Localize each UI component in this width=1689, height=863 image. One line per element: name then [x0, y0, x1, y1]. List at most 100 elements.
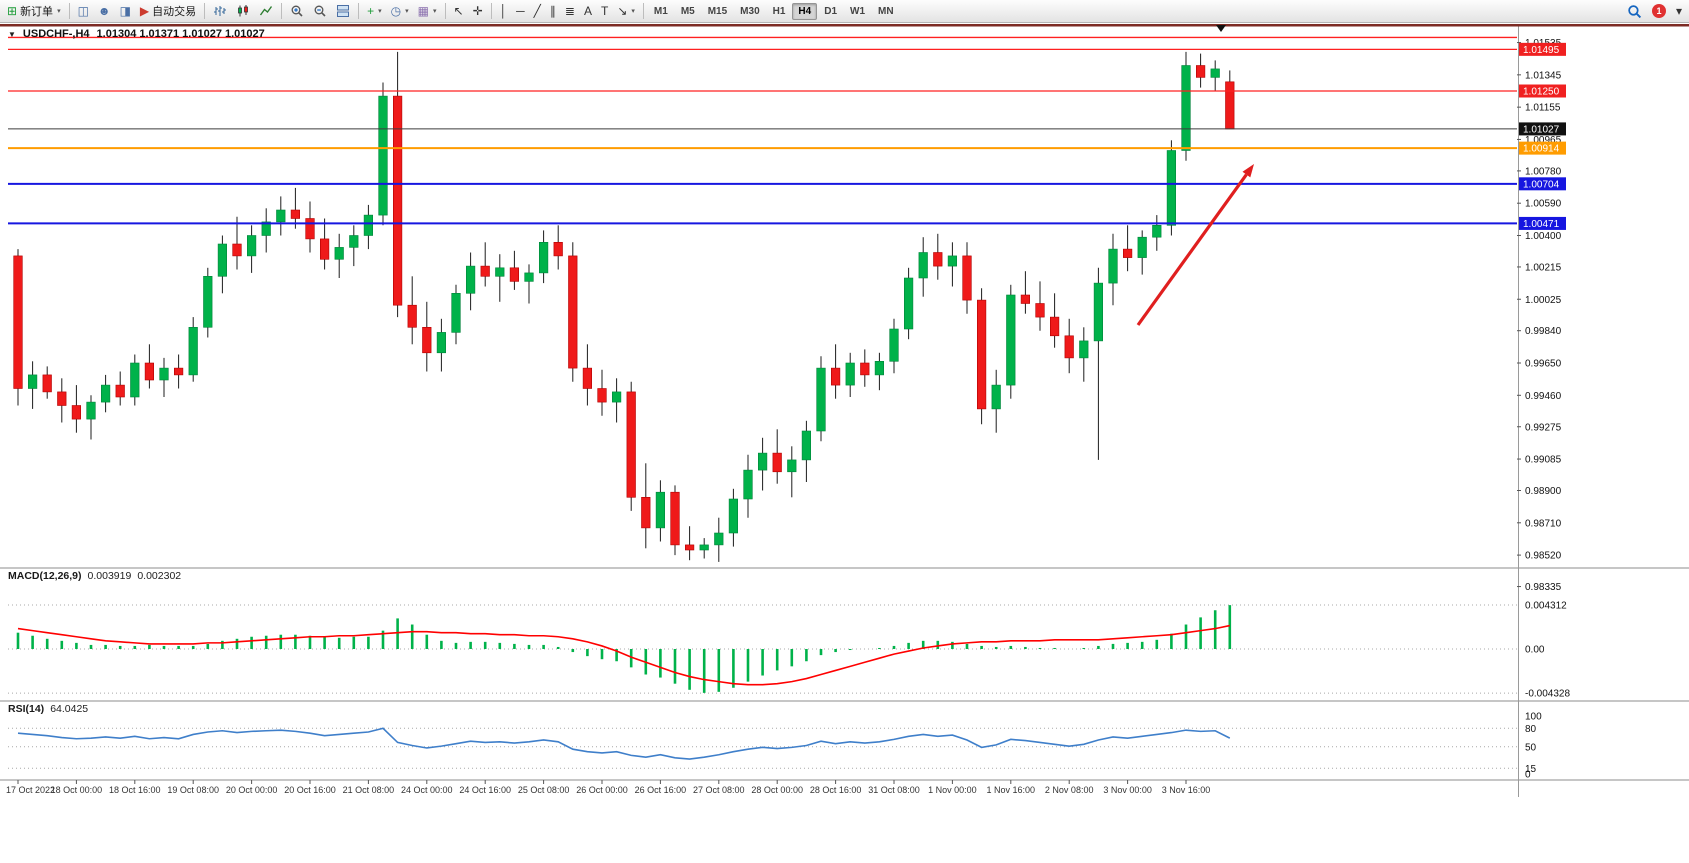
- search-button[interactable]: [1623, 3, 1646, 20]
- time-label: 19 Oct 08:00: [167, 785, 219, 795]
- trend-arrow-line[interactable]: [1136, 173, 1248, 326]
- candle-body-up: [436, 332, 447, 354]
- indicators-button[interactable]: + ▾: [363, 3, 386, 20]
- bars-icon: [214, 6, 227, 16]
- tile-windows-icon: [337, 5, 350, 17]
- crosshair-icon: ✛: [472, 4, 483, 18]
- candle-body-up: [524, 272, 534, 282]
- rsi-level-label: 100: [1525, 712, 1542, 723]
- candle-body-up: [86, 401, 96, 420]
- autotrading-button[interactable]: ▶ 自动交易: [136, 3, 200, 20]
- time-label: 20 Oct 00:00: [226, 785, 278, 795]
- trend-arrow-head[interactable]: [1242, 164, 1254, 178]
- arrows-button[interactable]: ↘ ▾: [613, 3, 639, 20]
- fibonacci-button[interactable]: ≣: [561, 3, 579, 20]
- trend-arrow[interactable]: [1136, 164, 1254, 326]
- toolbar-overflow-button[interactable]: ▾: [1672, 3, 1686, 20]
- text-label-icon: T: [600, 4, 609, 18]
- toolbar-separator: [642, 3, 644, 19]
- periods-button[interactable]: ◷ ▾: [387, 3, 413, 20]
- horizontal-line-icon: ─: [516, 4, 525, 18]
- chart-ohlc-values: 1.01304 1.01371 1.01027 1.01027: [96, 28, 265, 40]
- tf-h4-button[interactable]: H4: [792, 2, 818, 20]
- macd-level-label: 0.00: [1525, 645, 1545, 656]
- tf-h1-button[interactable]: H1: [772, 5, 786, 17]
- data-window-icon: ☻: [97, 4, 111, 18]
- tf-m30-button[interactable]: M30: [740, 5, 760, 17]
- zoom-out-button[interactable]: [309, 3, 331, 20]
- candle-body-down: [962, 255, 972, 301]
- candle-body-down: [319, 238, 330, 260]
- time-label: 31 Oct 08:00: [868, 785, 920, 795]
- candle-body-down: [232, 243, 242, 257]
- data-window-button[interactable]: ☻: [94, 3, 115, 20]
- cursor-button[interactable]: ↖: [450, 3, 468, 20]
- time-label: 20 Oct 16:00: [284, 785, 336, 795]
- candle-body-up: [188, 326, 198, 376]
- price-badge: [1519, 84, 1566, 98]
- candle-body-up: [991, 384, 1001, 410]
- chart-header: ▼ USDCHF-,H4 1.01304 1.01371 1.01027 1.0…: [8, 28, 265, 40]
- tf-m5-button[interactable]: M5: [680, 5, 695, 17]
- candlestick-chart-button[interactable]: [232, 3, 254, 20]
- candle-body-down: [144, 362, 155, 381]
- tile-windows-button[interactable]: [332, 3, 354, 20]
- equidistant-channel-button[interactable]: ∥: [546, 3, 560, 20]
- tf-mn-button[interactable]: MN: [878, 5, 894, 17]
- price-tick-label: 0.99275: [1525, 422, 1562, 433]
- candle-body-up: [130, 362, 140, 398]
- text-button[interactable]: A: [580, 3, 596, 20]
- price-badge: [1519, 177, 1566, 191]
- bar-chart-button[interactable]: [209, 3, 231, 20]
- price-badge-label: 1.00914: [1523, 144, 1560, 155]
- candle-body-up: [1108, 248, 1118, 284]
- price-tick-label: 1.01155: [1525, 103, 1561, 114]
- candle-body-down: [1035, 303, 1045, 318]
- price-tick-label: 0.98710: [1525, 518, 1562, 529]
- vertical-line-button[interactable]: │: [496, 3, 512, 20]
- candle-body-up: [816, 367, 826, 432]
- tf-d1-button[interactable]: D1: [824, 5, 838, 17]
- price-tick-label: 1.00965: [1525, 135, 1562, 146]
- chart-collapse-icon[interactable]: ▼: [8, 29, 16, 39]
- candle-body-down: [670, 491, 680, 546]
- candle-body-up: [1137, 236, 1147, 258]
- candle-body-up: [1152, 225, 1162, 238]
- trendline-button[interactable]: ╱: [530, 3, 545, 20]
- price-tick-label: 1.00215: [1525, 262, 1562, 273]
- templates-button[interactable]: ▦ ▾: [414, 3, 441, 20]
- time-label: 18 Oct 00:00: [51, 785, 103, 795]
- candle-body-down: [933, 252, 943, 267]
- price-badge-label: 1.00471: [1523, 219, 1560, 230]
- candle-body-up: [1166, 150, 1176, 226]
- line-chart-button[interactable]: [255, 3, 277, 20]
- new-order-button[interactable]: ⊞ 新订单 ▾: [3, 3, 65, 20]
- candle-body-down: [553, 242, 563, 257]
- candle-body-down: [1064, 335, 1074, 359]
- notification-badge[interactable]: 1: [1651, 4, 1666, 18]
- candle-body-up: [247, 235, 257, 257]
- horizontal-line-button[interactable]: ─: [512, 3, 529, 20]
- down-triangle-marker[interactable]: [1216, 25, 1226, 32]
- text-label-button[interactable]: T: [597, 3, 612, 20]
- rsi-label: RSI(14) 64.0425: [8, 703, 88, 715]
- time-label: 27 Oct 08:00: [693, 785, 745, 795]
- tf-m15-button[interactable]: M15: [707, 5, 728, 17]
- time-label: 26 Oct 00:00: [576, 785, 628, 795]
- candle-body-up: [845, 362, 855, 386]
- tf-w1-button[interactable]: W1: [850, 5, 866, 17]
- periods-icon: ◷: [390, 4, 402, 18]
- candle-body-up: [611, 391, 622, 403]
- macd-main-value: 0.003919: [87, 570, 132, 582]
- time-label: 24 Oct 16:00: [459, 785, 511, 795]
- navigator-button[interactable]: ◨: [116, 3, 135, 20]
- tf-m1-button[interactable]: M1: [653, 5, 668, 17]
- candle-body-down: [976, 299, 987, 410]
- market-watch-button[interactable]: ◫: [74, 3, 93, 20]
- new-order-button-label: 新订单: [20, 6, 54, 18]
- crosshair-button[interactable]: ✛: [469, 3, 487, 20]
- macd-label: MACD(12,26,9) 0.003919 0.002302: [8, 570, 181, 582]
- candle-body-up: [714, 532, 724, 546]
- zoom-in-button[interactable]: [286, 3, 308, 20]
